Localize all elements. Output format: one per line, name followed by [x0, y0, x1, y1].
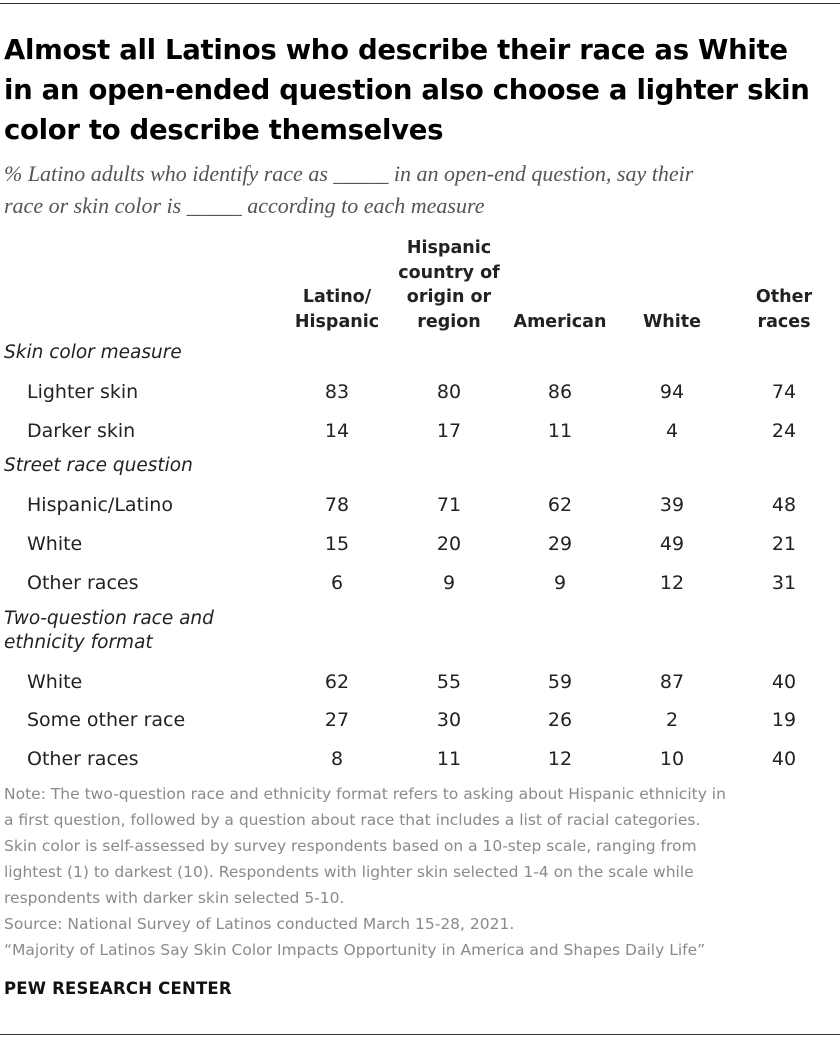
column-header-line: Other — [755, 287, 813, 307]
row-label: Darker skin — [27, 419, 136, 442]
table-cell: 59 — [547, 670, 573, 693]
note-line: a first question, followed by a question… — [4, 811, 701, 829]
table-cell: 24 — [771, 419, 797, 442]
brand-logo-text: PEW RESEARCH CENTER — [4, 979, 232, 998]
table-cell: 30 — [436, 709, 462, 732]
table-cell: 26 — [547, 709, 573, 732]
row-label: Lighter skin — [27, 381, 139, 403]
section-label: Skin color measure — [4, 341, 304, 365]
column-header-line: races — [757, 311, 811, 332]
note-line: respondents with darker skin selected 5-… — [4, 889, 345, 907]
row-label: Other races — [27, 571, 139, 594]
column-header-line: American — [513, 311, 607, 332]
column-header: American — [500, 234, 620, 334]
table-cell: 29 — [547, 533, 573, 556]
table-cell: 83 — [324, 381, 350, 403]
subtitle-line: race or skin color is _____ according to… — [4, 193, 485, 218]
chart-subtitle: % Latino adults who identify race as ___… — [4, 158, 838, 222]
table-cell: 10 — [659, 747, 685, 770]
column-header: Latino/Hispanic — [277, 234, 397, 334]
table-cell: 15 — [324, 533, 350, 556]
column-header-line: Hispanic — [406, 238, 492, 258]
table-cell: 86 — [547, 381, 573, 403]
table-cell: 9 — [553, 571, 567, 594]
table-cell: 12 — [547, 747, 573, 770]
table-cell: 94 — [659, 381, 685, 403]
section-label-line: ethnicity format — [4, 631, 153, 653]
section-label: Street race question — [4, 454, 304, 478]
table-cell: 11 — [547, 419, 573, 442]
table-cell: 87 — [659, 670, 685, 693]
table-cell: 11 — [436, 747, 462, 770]
table-cell: 48 — [771, 494, 797, 517]
column-header: Other races — [724, 234, 840, 334]
table-cell: 39 — [659, 494, 685, 517]
column-header-line: Latino/ — [302, 287, 372, 307]
column-header-line: origin or — [406, 287, 492, 307]
table-cell: 20 — [436, 533, 462, 556]
table-cell: 14 — [324, 419, 350, 442]
row-label: Other races — [27, 747, 139, 770]
table-cell: 78 — [324, 494, 350, 517]
column-header: White — [612, 234, 732, 334]
table-cell: 40 — [771, 670, 797, 693]
table-cell: 21 — [771, 533, 797, 556]
title-line: color to describe themselves — [4, 114, 444, 146]
table-cell: 71 — [436, 494, 462, 517]
section-label: Two-question race and ethnicity format — [4, 607, 304, 655]
source-line: Source: National Survey of Latinos condu… — [4, 915, 515, 933]
title-line: in an open-ended question also choose a … — [4, 74, 810, 106]
table-cell: 62 — [324, 670, 350, 693]
table-cell: 80 — [436, 381, 462, 403]
chart-title: Almost all Latinos who describe their ra… — [4, 30, 834, 150]
table-cell: 12 — [659, 571, 685, 594]
table-cell: 62 — [547, 494, 573, 517]
table-cell: 27 — [324, 709, 350, 732]
column-header-line: region — [417, 311, 481, 332]
table-cell: 49 — [659, 533, 685, 556]
table-cell: 74 — [771, 381, 797, 403]
row-label: White — [27, 670, 83, 693]
table-cell: 31 — [771, 571, 797, 594]
row-label: Hispanic/Latino — [27, 494, 173, 517]
chart-note: Note: The two-question race and ethnicit… — [4, 781, 838, 963]
section-label-line: Street race question — [4, 455, 193, 477]
table-cell: 40 — [771, 747, 797, 770]
column-header-line: country of — [398, 262, 500, 283]
table-cell: 19 — [771, 709, 797, 732]
bottom-rule — [0, 1034, 840, 1035]
row-label: Some other race — [27, 709, 186, 732]
section-label-line: Skin color measure — [4, 342, 182, 363]
table-cell: 9 — [442, 571, 456, 594]
column-header-line: Hispanic — [294, 311, 380, 332]
note-line: Skin color is self-assessed by survey re… — [4, 837, 697, 855]
title-line: Almost all Latinos who describe their ra… — [4, 34, 788, 66]
table-cell: 4 — [665, 419, 679, 442]
top-rule — [0, 3, 840, 4]
table-cell: 2 — [665, 709, 679, 732]
report-title-line: “Majority of Latinos Say Skin Color Impa… — [4, 941, 706, 959]
column-header-line: White — [643, 311, 701, 332]
section-label-line: Two-question race and — [4, 607, 214, 629]
subtitle-line: % Latino adults who identify race as ___… — [4, 161, 694, 186]
table-cell: 6 — [330, 571, 344, 594]
table-cell: 17 — [436, 419, 462, 442]
column-header: Hispanic country of origin or region — [389, 234, 509, 334]
row-label: White — [27, 533, 83, 556]
table-cell: 55 — [436, 670, 462, 693]
table-cell: 8 — [330, 747, 344, 770]
note-line: lightest (1) to darkest (10). Respondent… — [4, 863, 694, 881]
note-line: Note: The two-question race and ethnicit… — [4, 785, 726, 803]
